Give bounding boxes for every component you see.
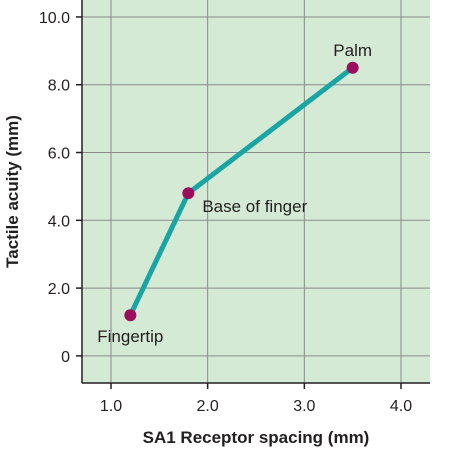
x-tick-label-3: 4.0 <box>390 398 412 415</box>
tick-labels: 1.0 2.0 3.0 4.0 0 2.0 4.0 6.0 8.0 10.0 <box>39 10 412 415</box>
y-tick-label-5: 10.0 <box>39 10 70 27</box>
point-labels: Fingertip Base of finger Palm <box>97 41 372 346</box>
y-axis-title: Tactile acuity (mm) <box>3 115 22 268</box>
x-tick-label-2: 3.0 <box>293 398 315 415</box>
point-label-1: Base of finger <box>202 197 307 216</box>
data-series <box>124 61 359 322</box>
point-label-2: Palm <box>333 41 372 60</box>
data-point-0 <box>124 309 137 322</box>
x-tick-label-0: 1.0 <box>100 398 122 415</box>
x-tick-label-1: 2.0 <box>197 398 219 415</box>
y-tick-label-4: 8.0 <box>48 78 70 95</box>
axes <box>76 0 430 389</box>
x-axis-title: SA1 Receptor spacing (mm) <box>143 428 370 447</box>
data-point-2 <box>346 61 359 74</box>
point-label-0: Fingertip <box>97 327 163 346</box>
y-tick-label-2: 4.0 <box>48 213 70 230</box>
y-tick-label-1: 2.0 <box>48 281 70 298</box>
grid-lines <box>82 0 430 383</box>
plot-background <box>82 0 430 383</box>
data-point-1 <box>182 187 195 200</box>
y-tick-label-0: 0 <box>61 349 70 366</box>
y-tick-label-3: 6.0 <box>48 146 70 163</box>
